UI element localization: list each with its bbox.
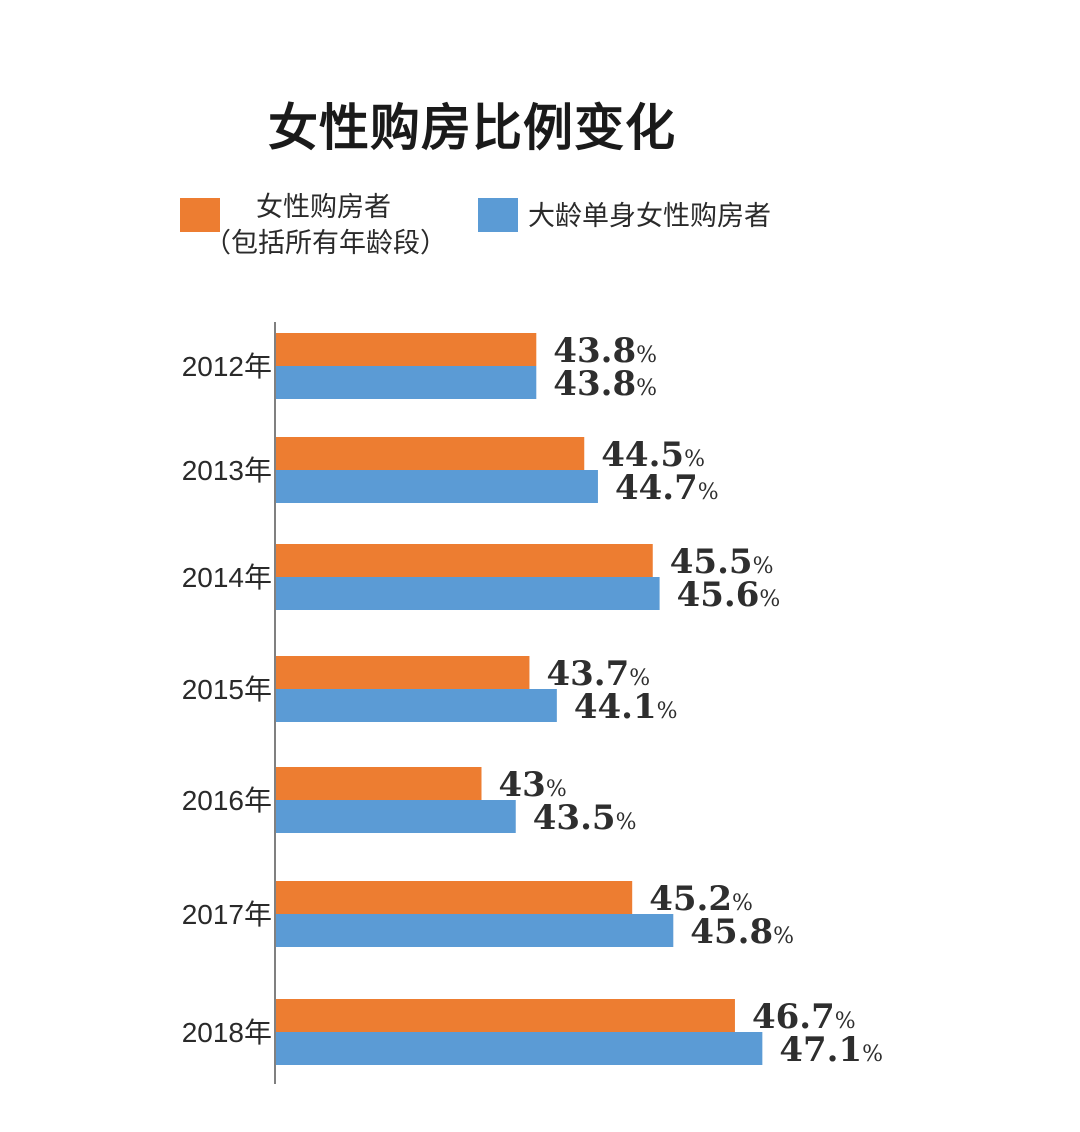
data-label: 45.8% <box>690 912 794 952</box>
bar-single-female-buyers <box>276 800 516 833</box>
legend-label-female-buyers: 女性购房者 <box>256 192 391 223</box>
category-label: 2015年 <box>182 674 272 705</box>
data-label: 45.6% <box>677 575 781 615</box>
legend-note-all-ages: （包括所有年龄段） <box>204 228 447 259</box>
category-label: 2016年 <box>182 785 272 816</box>
data-label: 45.5% <box>670 542 774 582</box>
data-label: 47.1% <box>779 1030 883 1070</box>
bar-single-female-buyers <box>276 914 674 947</box>
data-label: 46.7% <box>752 997 856 1037</box>
data-label: 44.7% <box>615 468 719 508</box>
bar-female-buyers <box>276 437 585 470</box>
bar-single-female-buyers <box>276 689 557 722</box>
chart-title: 女性购房比例变化 <box>268 99 676 157</box>
legend-swatch-female-buyers <box>180 198 220 232</box>
category-label: 2012年 <box>182 351 272 382</box>
legend-label-single-female-buyers: 大龄单身女性购房者 <box>528 201 771 232</box>
bar-female-buyers <box>276 767 482 800</box>
category-label: 2013年 <box>182 455 272 486</box>
bar-single-female-buyers <box>276 1032 763 1065</box>
data-label: 43.8% <box>553 364 657 404</box>
legend-swatch-single-female-buyers <box>478 198 518 232</box>
bar-single-female-buyers <box>276 577 660 610</box>
data-label: 45.2% <box>649 879 753 919</box>
bar-female-buyers <box>276 656 530 689</box>
bar-female-buyers <box>276 999 735 1032</box>
category-label: 2017年 <box>182 899 272 930</box>
bar-female-buyers <box>276 544 653 577</box>
bar-single-female-buyers <box>276 470 598 503</box>
data-label: 43% <box>499 765 567 805</box>
data-label: 43.7% <box>546 654 650 694</box>
category-label: 2014年 <box>182 562 272 593</box>
bar-female-buyers <box>276 333 537 366</box>
category-label: 2018年 <box>182 1017 272 1048</box>
bar-single-female-buyers <box>276 366 537 399</box>
data-label: 44.1% <box>574 687 678 727</box>
data-label: 43.5% <box>533 798 637 838</box>
bar-female-buyers <box>276 881 633 914</box>
data-label: 43.8% <box>553 331 657 371</box>
data-label: 44.5% <box>601 435 705 475</box>
